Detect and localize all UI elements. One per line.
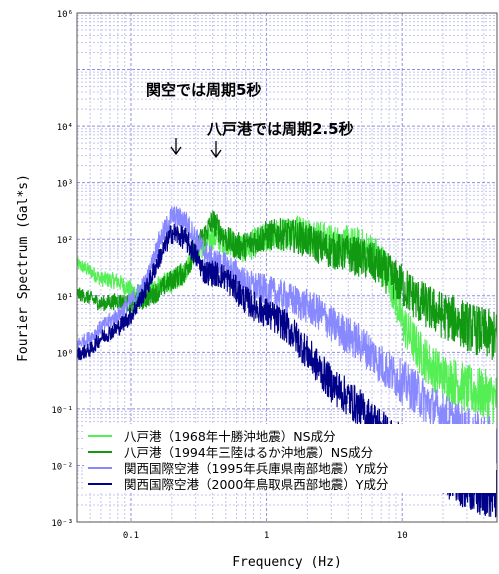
y-tick-labels: 10⁶ 10⁴ 10³ 10² 10¹ 10⁰ 10⁻¹ 10⁻² 10⁻³ <box>51 10 73 529</box>
y-tick-label: 10¹ <box>57 293 73 303</box>
y-tick-label: 10⁴ <box>57 123 73 133</box>
x-tick-label: 0.1 <box>123 531 139 541</box>
x-tick-label: 10 <box>397 531 408 541</box>
y-axis-label: Fourier Spectrum (Gal*s) <box>16 174 31 362</box>
x-tick-label: 1 <box>264 531 269 541</box>
y-tick-label: 10⁶ <box>57 10 73 20</box>
annotation-kansai: 関空では周期5秒 <box>146 81 261 99</box>
y-tick-label: 10⁻³ <box>51 519 73 529</box>
y-tick-label: 10⁻² <box>51 462 73 472</box>
legend-label: 関西国際空港（1995年兵庫県南部地震）Y成分 <box>124 461 388 476</box>
y-tick-label: 10² <box>57 236 73 246</box>
plot-frame <box>76 12 498 523</box>
y-tick-label: 10⁻¹ <box>51 406 73 416</box>
annotation-hachinohe: 八戸港では周期2.5秒 <box>206 120 354 138</box>
x-axis-label: Frequency (Hz) <box>232 555 342 570</box>
grid <box>76 12 498 523</box>
legend: 八戸港（1968年十勝沖地震）NS成分八戸港（1994年三陸はるか沖地震）NS成… <box>84 424 496 493</box>
y-tick-label: 10³ <box>57 180 73 190</box>
legend-label: 関西国際空港（2000年鳥取県西部地震）Y成分 <box>124 477 388 492</box>
series-line-2 <box>76 210 498 361</box>
arrow-kansai-icon <box>170 138 182 156</box>
legend-label: 八戸港（1968年十勝沖地震）NS成分 <box>124 429 336 444</box>
annotations: 関空では周期5秒 八戸港では周期2.5秒 <box>146 81 354 159</box>
legend-box <box>84 424 496 493</box>
y-tick-label: 10⁰ <box>57 349 73 359</box>
legend-label: 八戸港（1994年三陸はるか沖地震）NS成分 <box>124 445 373 460</box>
arrow-hachinohe-icon <box>210 141 222 159</box>
x-tick-labels: 0.1 1 10 <box>123 531 408 541</box>
